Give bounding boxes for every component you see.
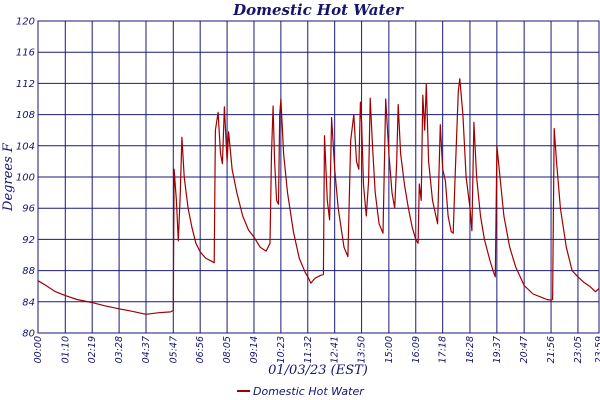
x-tick-label: 10:23 <box>276 336 287 363</box>
legend-label: Domestic Hot Water <box>253 385 365 398</box>
x-tick-label: 20:47 <box>519 336 530 363</box>
x-tick-label: 16:09 <box>411 336 422 363</box>
x-tick-label: 12:41 <box>330 336 341 363</box>
chart-grid <box>37 20 600 334</box>
x-tick-label: 02:19 <box>87 336 98 363</box>
x-tick-label: 19:37 <box>492 336 503 363</box>
x-tick-label: 06:56 <box>195 336 206 363</box>
y-tick-label: 84 <box>22 297 35 308</box>
x-tick-label: 00:00 <box>33 336 44 363</box>
y-tick-label: 120 <box>16 17 35 28</box>
x-tick-label: 09:14 <box>249 336 260 363</box>
x-tick-label: 11:32 <box>303 336 314 363</box>
x-axis-title: 01/03/23 (EST) <box>268 363 368 378</box>
y-tick-label: 116 <box>16 48 35 59</box>
x-tick-label: 08:05 <box>222 336 233 363</box>
x-axis: 00:00 01:10 02:19 03:28 04:37 05:47 06:56 08:05… <box>33 336 600 363</box>
legend: Domestic Hot Water <box>237 385 365 398</box>
x-tick-label: 23:05 <box>573 336 584 363</box>
x-tick-label: 03:28 <box>114 336 125 363</box>
y-tick-label: 96 <box>22 204 35 215</box>
y-axis-title: Degrees F <box>1 142 16 212</box>
x-tick-label: 13:50 <box>357 336 368 363</box>
y-tick-label: 88 <box>22 266 35 277</box>
y-tick-label: 108 <box>16 110 35 121</box>
y-tick-label: 112 <box>16 79 35 90</box>
plot-area <box>37 20 600 334</box>
y-axis: 80 84 88 92 96 100 104 108 112 116 120 <box>16 17 35 340</box>
x-tick-label: 01:10 <box>60 336 71 363</box>
y-tick-label: 80 <box>22 329 35 340</box>
y-tick-label: 92 <box>22 235 35 246</box>
chart-title: Domestic Hot Water <box>232 1 404 19</box>
x-tick-label: 04:37 <box>141 336 152 363</box>
x-tick-label: 15:00 <box>384 336 395 363</box>
x-tick-label: 23:59 <box>594 336 600 363</box>
x-tick-label: 21:56 <box>546 336 557 363</box>
x-tick-label: 18:28 <box>465 336 476 363</box>
x-tick-label: 05:47 <box>168 336 179 363</box>
x-tick-label: 17:18 <box>438 336 449 363</box>
y-tick-label: 100 <box>16 173 35 184</box>
series-line-domestic-hot-water <box>37 78 600 315</box>
y-tick-label: 104 <box>16 141 35 152</box>
